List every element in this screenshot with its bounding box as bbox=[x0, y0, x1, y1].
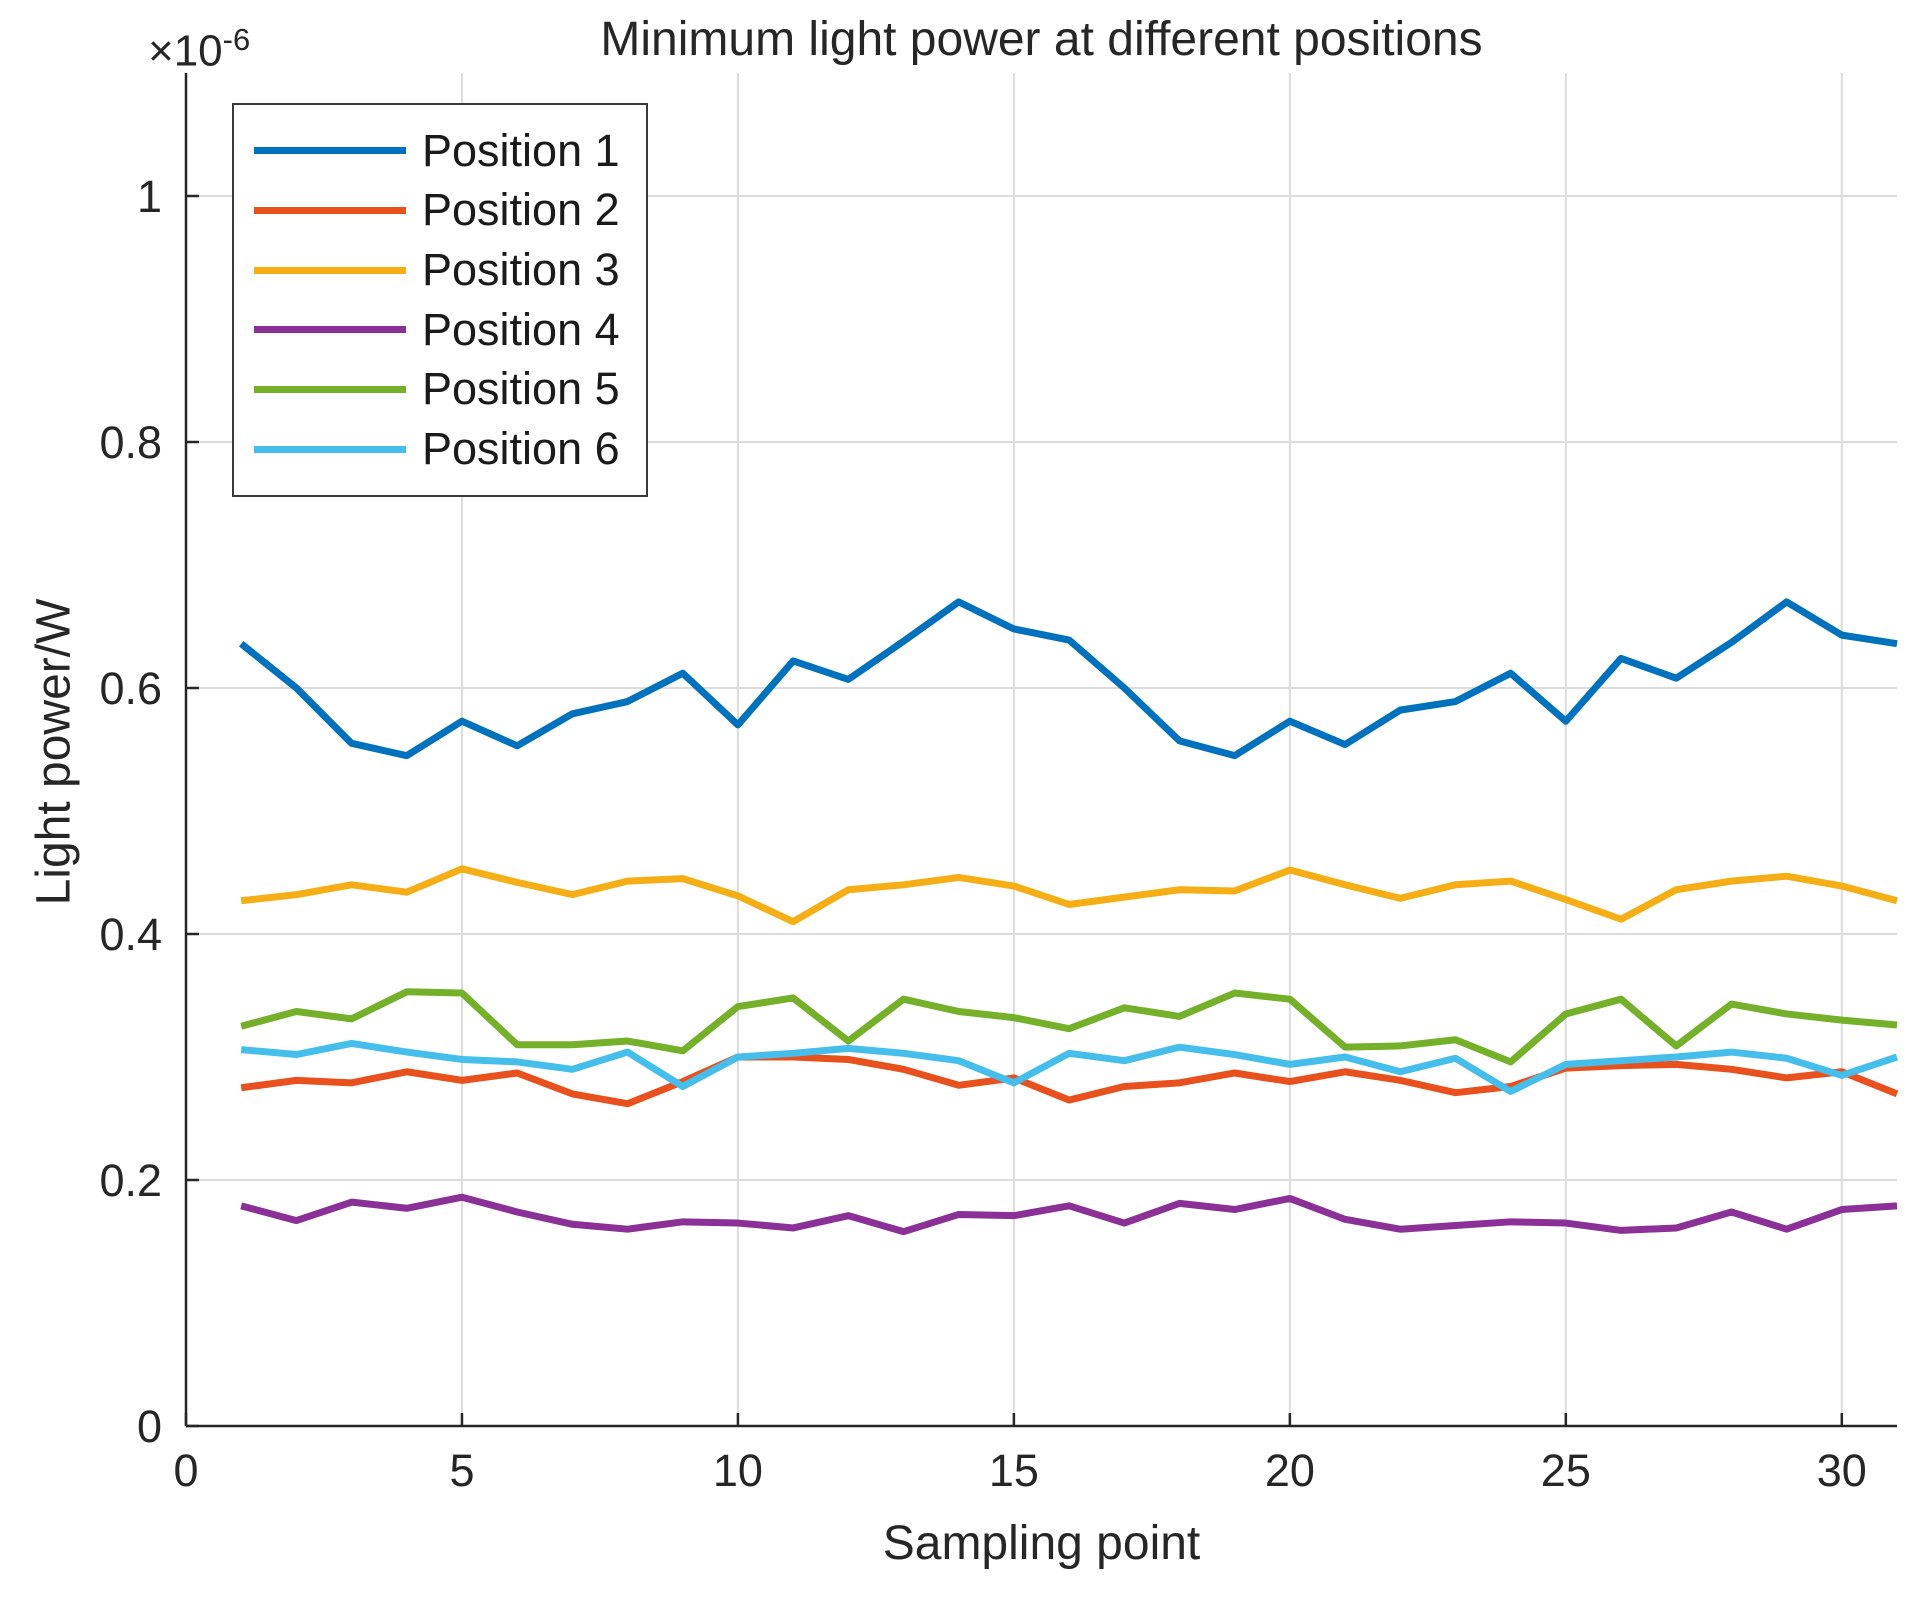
y-tick-label-1: 1 bbox=[137, 171, 162, 222]
x-tick-label-10: 10 bbox=[713, 1445, 763, 1496]
x-axis-label: Sampling point bbox=[882, 1517, 1201, 1570]
series-line-position-6 bbox=[240, 1039, 1899, 1095]
y-tick-label-0.8: 0.8 bbox=[99, 417, 162, 468]
legend-label: Position 4 bbox=[422, 303, 620, 355]
series-line-position-5 bbox=[240, 988, 1898, 1066]
series-line-position-1 bbox=[239, 598, 1898, 760]
y-tick-label-0.2: 0.2 bbox=[99, 1155, 162, 1206]
chart-title: Minimum light power at different positio… bbox=[600, 13, 1483, 66]
legend-swatch-position-6 bbox=[254, 445, 406, 453]
y-axis-label: Light power/W bbox=[27, 598, 81, 906]
x-tick-label-30: 30 bbox=[1817, 1445, 1867, 1496]
legend-item-position-1: Position 1 bbox=[234, 125, 646, 177]
y-tick-label-0.4: 0.4 bbox=[99, 909, 162, 960]
legend-swatch-position-1 bbox=[254, 147, 406, 155]
legend-swatch-position-2 bbox=[254, 206, 406, 214]
legend: Position 1 Position 2 Position 3 Position 4… bbox=[232, 103, 648, 497]
legend-label: Position 6 bbox=[422, 423, 620, 475]
legend-swatch-position-5 bbox=[254, 385, 406, 393]
legend-swatch-position-4 bbox=[254, 326, 406, 334]
legend-label: Position 3 bbox=[422, 244, 620, 296]
legend-label: Position 2 bbox=[422, 184, 620, 236]
legend-swatch-position-3 bbox=[254, 266, 406, 274]
legend-item-position-5: Position 5 bbox=[234, 363, 646, 415]
series-line-position-2 bbox=[240, 1053, 1899, 1108]
y-tick-label-0: 0 bbox=[137, 1401, 162, 1452]
y-axis-multiplier: ×10-6 bbox=[148, 22, 250, 77]
x-tick-label-15: 15 bbox=[989, 1445, 1039, 1496]
legend-item-position-2: Position 2 bbox=[234, 184, 646, 236]
legend-label: Position 5 bbox=[422, 363, 620, 415]
x-tick-label-20: 20 bbox=[1265, 1445, 1315, 1496]
legend-item-position-4: Position 4 bbox=[234, 304, 646, 356]
x-tick-label-5: 5 bbox=[449, 1445, 474, 1496]
legend-item-position-3: Position 3 bbox=[234, 244, 646, 296]
x-tick-label-0: 0 bbox=[173, 1445, 198, 1496]
legend-label: Position 1 bbox=[422, 124, 620, 176]
y-tick-label-0.6: 0.6 bbox=[99, 663, 162, 714]
x-tick-label-25: 25 bbox=[1541, 1445, 1591, 1496]
legend-item-position-6: Position 6 bbox=[234, 423, 646, 475]
series-line-position-3 bbox=[240, 865, 1898, 926]
series-line-position-4 bbox=[240, 1193, 1898, 1236]
y-axis-multiplier-base: ×10 bbox=[148, 26, 223, 76]
y-axis-multiplier-exponent: -6 bbox=[222, 22, 251, 57]
